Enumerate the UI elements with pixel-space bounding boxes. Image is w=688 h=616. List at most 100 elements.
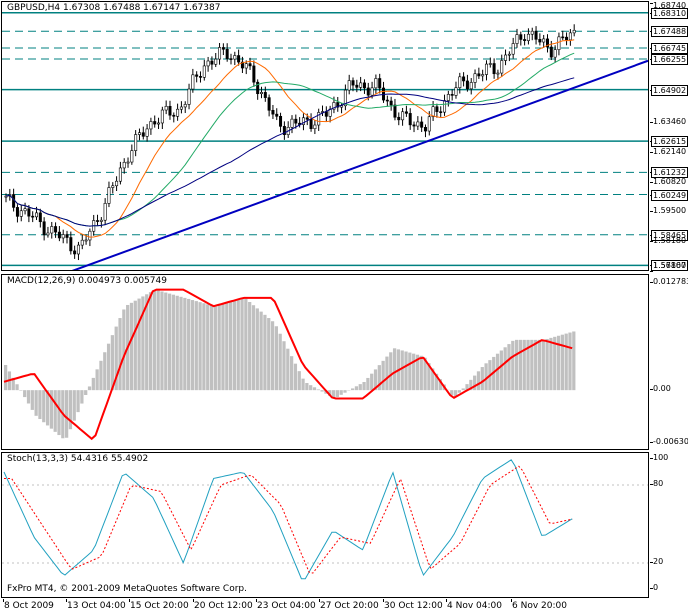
stoch-scale-label: 80 xyxy=(653,479,664,488)
time-tick xyxy=(3,599,4,602)
candle-body xyxy=(160,109,164,124)
price-label: 1.56860 xyxy=(653,261,687,270)
macd-histogram-bar xyxy=(114,326,118,391)
candle-body xyxy=(496,72,500,75)
candle-body xyxy=(23,208,27,212)
level-price-label: 1.67488 xyxy=(651,26,688,38)
main-price-chart[interactable]: GBPUSD,H4 1.67308 1.67488 1.67147 1.6738… xyxy=(1,1,649,271)
ma-slow-line xyxy=(5,77,575,227)
macd-histogram-bar xyxy=(404,351,408,391)
macd-histogram-bar xyxy=(358,384,362,391)
candle-body xyxy=(397,116,401,121)
macd-histogram-bar xyxy=(72,390,76,421)
stochastic-indicator-pane[interactable]: Stoch(13,3,3) 54.4316 55.4902 FxPro MT4,… xyxy=(1,452,649,598)
stochastic-canvas[interactable] xyxy=(2,453,649,598)
candle-body xyxy=(61,234,65,239)
macd-histogram-bar xyxy=(366,377,370,391)
macd-histogram-bar xyxy=(354,386,359,391)
macd-histogram-bar xyxy=(95,369,99,391)
macd-histogram-bar xyxy=(297,371,301,391)
time-axis[interactable]: 8 Oct 2009 13 Oct 04:00 15 Oct 20:00 20 Oct… xyxy=(1,599,649,615)
macd-histogram-bar xyxy=(389,352,393,391)
macd-histogram-bar xyxy=(511,340,515,391)
candle-body xyxy=(73,250,77,255)
macd-histogram-bar xyxy=(351,388,355,391)
candle-body xyxy=(443,100,447,113)
candle-body xyxy=(122,161,126,169)
candle-body xyxy=(183,104,187,108)
candle-body xyxy=(168,105,172,116)
macd-histogram-bar xyxy=(190,300,195,391)
candle-body xyxy=(523,39,527,41)
candle-body xyxy=(378,78,382,89)
macd-histogram-bar xyxy=(160,291,164,391)
macd-histogram-bar xyxy=(339,390,343,395)
macd-histogram-bar xyxy=(469,379,473,391)
candle-body xyxy=(462,76,466,82)
candle-body xyxy=(401,111,405,121)
candle-body xyxy=(469,82,473,90)
candle-body xyxy=(195,74,199,77)
macd-histogram-bar xyxy=(556,335,561,391)
candle-body xyxy=(202,65,206,78)
candle-body xyxy=(301,117,305,125)
stoch-scale[interactable]: 100 80 20 0 xyxy=(650,452,688,598)
candle-body xyxy=(99,219,103,222)
candle-body xyxy=(561,36,565,39)
time-label: 20 Oct 12:00 xyxy=(194,601,253,611)
candle-body xyxy=(545,38,549,48)
candle-body xyxy=(343,89,347,107)
price-tick xyxy=(650,241,653,243)
stoch-label: Stoch(13,3,3) 54.4316 55.4902 xyxy=(7,454,149,464)
macd-histogram-bar xyxy=(141,296,145,391)
candle-body xyxy=(385,99,389,102)
macd-histogram-bar xyxy=(537,339,542,391)
macd-histogram-bar xyxy=(251,305,256,391)
stoch-tick xyxy=(650,588,653,589)
candle-body xyxy=(240,61,244,69)
candle-body xyxy=(153,121,157,125)
candle-body xyxy=(290,118,294,128)
candle-body xyxy=(359,82,363,88)
price-label: 1.58180 xyxy=(653,236,687,246)
stoch-scale-label: 100 xyxy=(653,453,669,462)
macd-histogram-bar xyxy=(42,390,46,423)
level-price-label: 1.66255 xyxy=(651,54,688,66)
stoch-tick xyxy=(650,458,653,459)
macd-histogram-bar xyxy=(408,352,412,391)
candle-body xyxy=(511,43,515,55)
macd-indicator-pane[interactable]: MACD(12,26,9) 0.004973 0.005749 xyxy=(1,274,649,450)
candle-body xyxy=(279,116,283,127)
macd-histogram-bar xyxy=(274,326,278,391)
candle-body xyxy=(210,60,214,65)
candle-body xyxy=(27,208,31,217)
macd-histogram-bar xyxy=(412,353,416,391)
macd-canvas[interactable] xyxy=(2,275,649,450)
macd-histogram-bar xyxy=(84,390,88,395)
candle-body xyxy=(454,87,458,96)
candle-body xyxy=(218,47,222,60)
macd-histogram-bar xyxy=(179,296,183,391)
time-tick xyxy=(193,599,194,602)
macd-histogram-bar xyxy=(217,305,221,391)
candle-body xyxy=(340,105,344,108)
candle-body xyxy=(507,53,511,56)
price-scale[interactable]: 1.68740 1.68310 1.67488 1.66745 1.66255 1.649… xyxy=(650,1,688,272)
price-chart-canvas[interactable] xyxy=(2,2,649,271)
candle-body xyxy=(515,34,519,44)
macd-histogram-bar xyxy=(38,390,42,420)
candle-body xyxy=(473,73,477,83)
macd-scale-label: 0.00 xyxy=(653,384,671,394)
time-tick xyxy=(511,599,512,602)
candle-body xyxy=(176,108,180,117)
macd-histogram-bar xyxy=(15,384,19,391)
price-label: 1.62140 xyxy=(653,146,687,156)
candle-body xyxy=(332,102,336,110)
candle-body xyxy=(206,60,210,67)
macd-scale[interactable]: 0.012783 0.00 -0.006303 xyxy=(650,274,688,450)
candle-body xyxy=(450,94,454,96)
macd-histogram-bar xyxy=(133,300,137,391)
macd-signal-line xyxy=(3,288,573,441)
candle-body xyxy=(221,47,225,50)
price-label: 1.59500 xyxy=(653,206,687,216)
